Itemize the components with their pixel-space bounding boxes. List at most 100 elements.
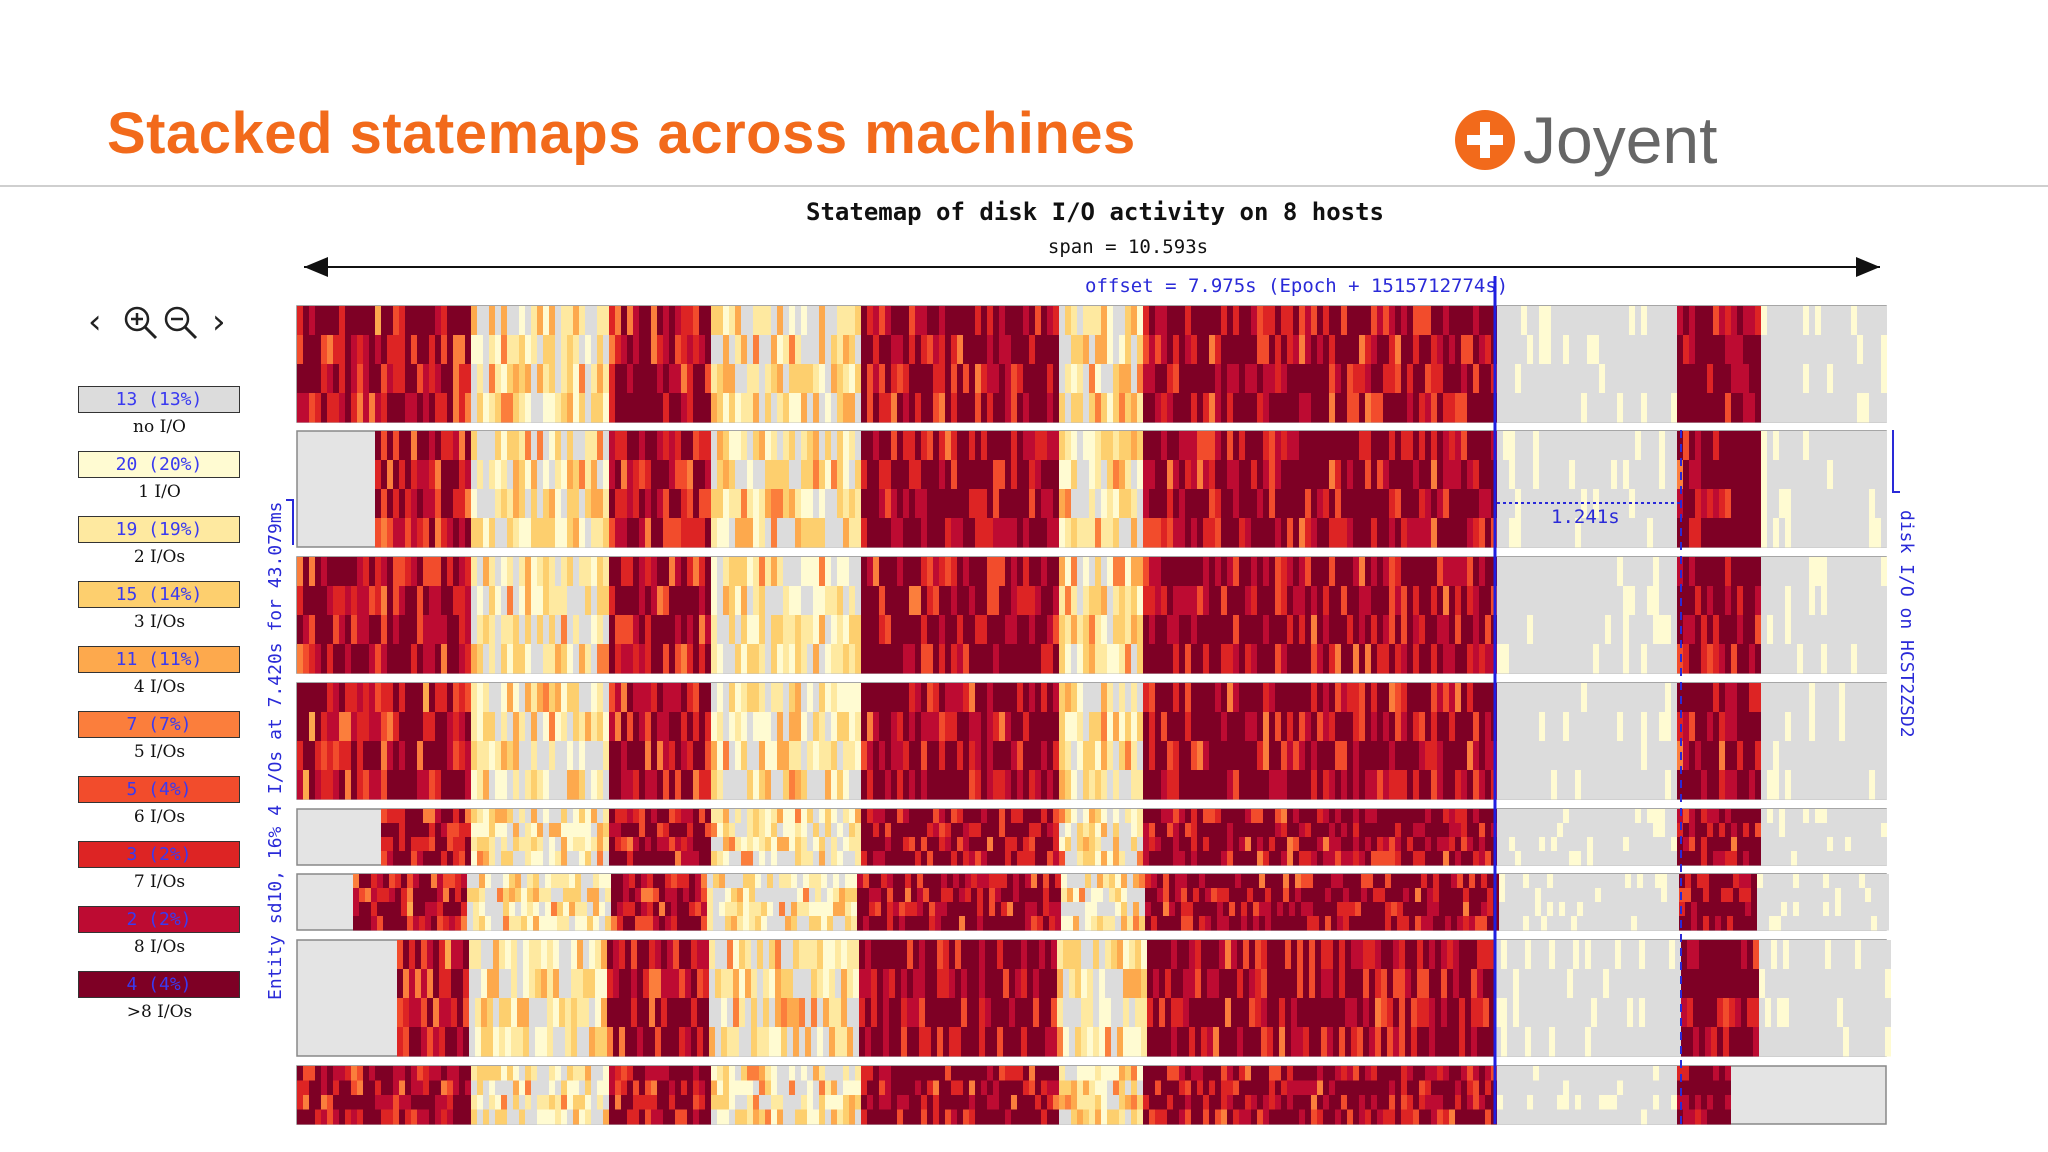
state-cell[interactable] bbox=[1011, 431, 1017, 461]
state-cell[interactable] bbox=[351, 615, 357, 645]
state-cell[interactable] bbox=[1467, 712, 1473, 742]
state-cell[interactable] bbox=[393, 770, 399, 800]
state-cell[interactable] bbox=[1617, 741, 1623, 771]
state-cell[interactable] bbox=[921, 557, 927, 587]
state-cell[interactable] bbox=[1773, 335, 1779, 365]
state-cell[interactable] bbox=[411, 837, 417, 852]
state-cell[interactable] bbox=[303, 712, 309, 742]
state-cell[interactable] bbox=[1473, 460, 1479, 490]
state-cell[interactable] bbox=[507, 489, 513, 519]
state-cell[interactable] bbox=[753, 683, 759, 713]
state-cell[interactable] bbox=[1671, 364, 1677, 394]
state-cell[interactable] bbox=[441, 683, 447, 713]
state-cell[interactable] bbox=[861, 683, 867, 713]
state-cell[interactable] bbox=[1185, 460, 1191, 490]
state-cell[interactable] bbox=[1719, 770, 1725, 800]
state-cell[interactable] bbox=[1089, 393, 1095, 423]
state-cell[interactable] bbox=[723, 557, 729, 587]
state-cell[interactable] bbox=[1719, 741, 1725, 771]
state-cell[interactable] bbox=[363, 741, 369, 771]
state-cell[interactable] bbox=[1017, 837, 1023, 852]
state-cell[interactable] bbox=[471, 837, 477, 852]
state-cell[interactable] bbox=[861, 335, 867, 365]
state-cell[interactable] bbox=[1791, 683, 1797, 713]
state-cell[interactable] bbox=[333, 557, 339, 587]
state-cell[interactable] bbox=[405, 644, 411, 674]
state-cell[interactable] bbox=[315, 335, 321, 365]
state-cell[interactable] bbox=[777, 615, 783, 645]
state-cell[interactable] bbox=[957, 460, 963, 490]
state-cell[interactable] bbox=[1077, 460, 1083, 490]
state-cell[interactable] bbox=[1731, 460, 1737, 490]
state-cell[interactable] bbox=[1017, 809, 1023, 824]
state-cell[interactable] bbox=[1371, 741, 1377, 771]
state-cell[interactable] bbox=[1827, 431, 1833, 461]
state-cell[interactable] bbox=[603, 518, 609, 548]
state-cell[interactable] bbox=[669, 518, 675, 548]
state-cell[interactable] bbox=[1431, 770, 1437, 800]
state-cell[interactable] bbox=[855, 460, 861, 490]
state-cell[interactable] bbox=[1077, 823, 1083, 838]
state-cell[interactable] bbox=[885, 712, 891, 742]
state-cell[interactable] bbox=[477, 393, 483, 423]
state-cell[interactable] bbox=[669, 489, 675, 519]
state-cell[interactable] bbox=[861, 431, 867, 461]
state-cell[interactable] bbox=[1443, 518, 1449, 548]
state-cell[interactable] bbox=[1737, 364, 1743, 394]
state-cell[interactable] bbox=[927, 306, 933, 336]
state-cell[interactable] bbox=[837, 712, 843, 742]
state-cell[interactable] bbox=[1581, 460, 1587, 490]
state-cell[interactable] bbox=[765, 518, 771, 548]
state-cell[interactable] bbox=[441, 586, 447, 616]
state-cell[interactable] bbox=[1371, 335, 1377, 365]
state-cell[interactable] bbox=[1509, 460, 1515, 490]
state-cell[interactable] bbox=[681, 460, 687, 490]
state-cell[interactable] bbox=[519, 823, 525, 838]
state-cell[interactable] bbox=[1137, 837, 1143, 852]
state-cell[interactable] bbox=[1323, 809, 1329, 824]
state-cell[interactable] bbox=[1329, 615, 1335, 645]
state-cell[interactable] bbox=[1785, 741, 1791, 771]
state-cell[interactable] bbox=[849, 460, 855, 490]
state-cell[interactable] bbox=[1497, 741, 1503, 771]
state-cell[interactable] bbox=[777, 557, 783, 587]
state-cell[interactable] bbox=[657, 393, 663, 423]
state-cell[interactable] bbox=[1113, 335, 1119, 365]
state-cell[interactable] bbox=[849, 809, 855, 824]
state-cell[interactable] bbox=[861, 306, 867, 336]
state-cell[interactable] bbox=[1575, 741, 1581, 771]
state-cell[interactable] bbox=[735, 364, 741, 394]
state-cell[interactable] bbox=[1299, 431, 1305, 461]
state-cell[interactable] bbox=[1191, 518, 1197, 548]
state-cell[interactable] bbox=[1371, 393, 1377, 423]
state-cell[interactable] bbox=[1473, 712, 1479, 742]
state-cell[interactable] bbox=[1809, 644, 1815, 674]
state-cell[interactable] bbox=[1347, 837, 1353, 852]
state-cell[interactable] bbox=[1269, 306, 1275, 336]
state-cell[interactable] bbox=[1341, 837, 1347, 852]
state-cell[interactable] bbox=[1353, 489, 1359, 519]
state-cell[interactable] bbox=[1179, 335, 1185, 365]
state-cell[interactable] bbox=[321, 335, 327, 365]
state-cell[interactable] bbox=[681, 306, 687, 336]
state-cell[interactable] bbox=[681, 770, 687, 800]
state-cell[interactable] bbox=[759, 741, 765, 771]
state-cell[interactable] bbox=[987, 770, 993, 800]
state-cell[interactable] bbox=[843, 615, 849, 645]
state-cell[interactable] bbox=[309, 683, 315, 713]
state-cell[interactable] bbox=[1125, 489, 1131, 519]
state-cell[interactable] bbox=[1467, 489, 1473, 519]
state-cell[interactable] bbox=[1287, 712, 1293, 742]
state-cell[interactable] bbox=[1761, 393, 1767, 423]
state-cell[interactable] bbox=[1293, 644, 1299, 674]
state-cell[interactable] bbox=[1281, 557, 1287, 587]
state-cell[interactable] bbox=[621, 393, 627, 423]
state-cell[interactable] bbox=[1545, 460, 1551, 490]
state-cell[interactable] bbox=[1473, 837, 1479, 852]
state-cell[interactable] bbox=[1485, 644, 1491, 674]
state-cell[interactable] bbox=[1251, 586, 1257, 616]
state-cell[interactable] bbox=[1317, 809, 1323, 824]
state-cell[interactable] bbox=[717, 823, 723, 838]
state-cell[interactable] bbox=[1215, 683, 1221, 713]
state-cell[interactable] bbox=[1161, 644, 1167, 674]
